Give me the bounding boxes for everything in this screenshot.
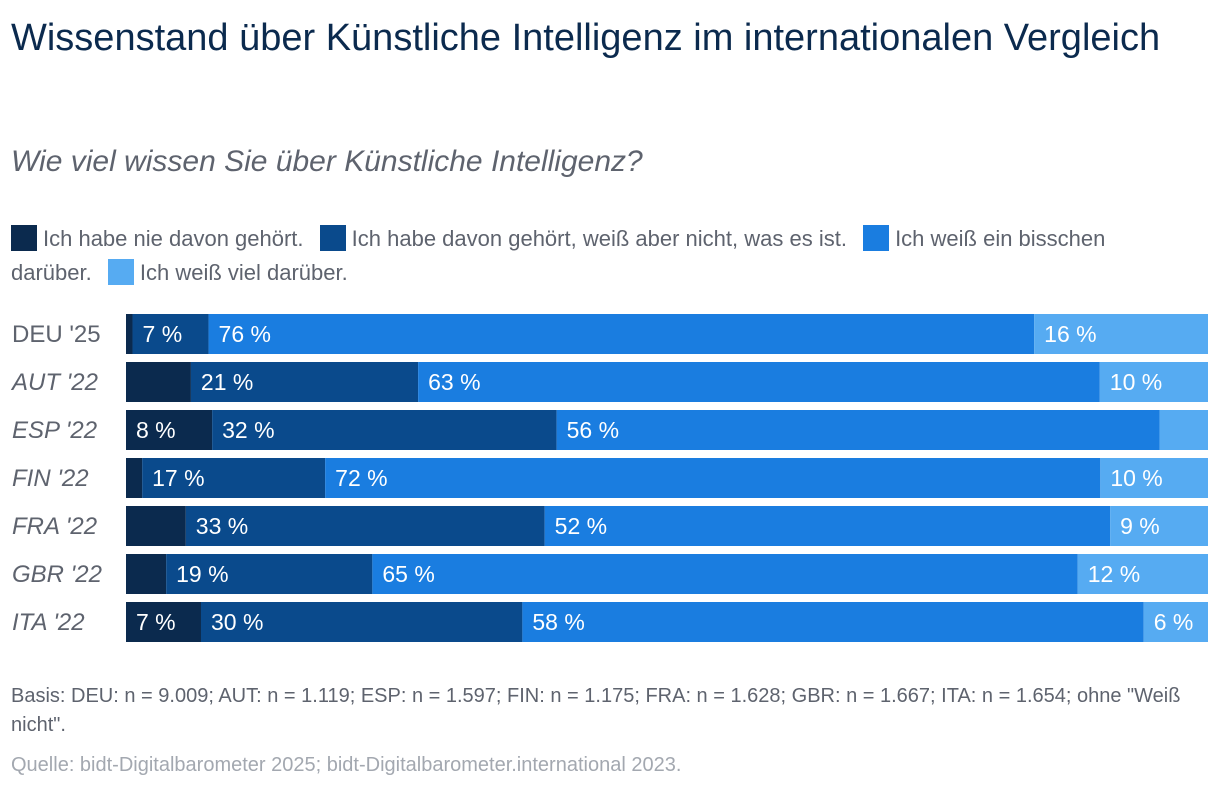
- data-label: 30 %: [211, 609, 263, 635]
- bar-segment: [212, 410, 557, 450]
- bar-segment: [126, 602, 201, 642]
- data-label: 10 %: [1110, 369, 1162, 395]
- bar-segment: [126, 314, 133, 354]
- data-label: 17 %: [152, 465, 204, 491]
- bar-segment: [126, 458, 143, 498]
- bar-segment: [1100, 458, 1208, 498]
- category-label: AUT '22: [10, 369, 98, 396]
- bar-segment: [544, 506, 1111, 546]
- bar-segment: [185, 506, 545, 546]
- data-label: 9 %: [1120, 513, 1160, 539]
- data-label: 6 %: [1154, 609, 1194, 635]
- bar-segment: [126, 362, 191, 402]
- legend-label: Ich habe nie davon gehört.: [43, 226, 304, 251]
- bar-segment: [126, 506, 186, 546]
- bar-segment: [1034, 314, 1208, 354]
- basis-note: Basis: DEU: n = 9.009; AUT: n = 1.119; E…: [11, 685, 1181, 736]
- legend-swatch: [11, 225, 37, 251]
- bar-segment: [1110, 506, 1208, 546]
- data-label: 52 %: [555, 513, 607, 539]
- bar-segment: [1077, 554, 1208, 594]
- data-label: 32 %: [222, 417, 274, 443]
- data-label: 7 %: [136, 609, 176, 635]
- bar-segment: [200, 602, 523, 642]
- data-label: 7 %: [143, 321, 183, 347]
- category-label: FRA '22: [12, 513, 97, 540]
- data-label: 65 %: [382, 561, 434, 587]
- bar-segment: [1143, 602, 1208, 642]
- bar-segment: [418, 362, 1100, 402]
- legend-label: Ich weiß ein bisschen darüber.: [11, 226, 1106, 285]
- bar-segment: [1159, 410, 1208, 450]
- bar-segment: [132, 314, 209, 354]
- bar-segment: [522, 602, 1144, 642]
- bar-segment: [142, 458, 326, 498]
- data-label: 33 %: [196, 513, 248, 539]
- data-label: 19 %: [176, 561, 228, 587]
- data-label: 56 %: [567, 417, 619, 443]
- category-label: GBR '22: [12, 561, 102, 588]
- data-label: 76 %: [219, 321, 271, 347]
- source-note: Quelle: bidt-Digitalbarometer 2025; bidt…: [11, 754, 682, 776]
- data-label: 12 %: [1088, 561, 1140, 587]
- data-label: 63 %: [428, 369, 480, 395]
- data-label: 8 %: [136, 417, 176, 443]
- bar-segment: [325, 458, 1101, 498]
- bar-segment: [208, 314, 1035, 354]
- category-label: ITA '22: [12, 609, 85, 636]
- bar-segment: [372, 554, 1078, 594]
- category-label: FIN '22: [12, 465, 89, 492]
- legend-item: Ich habe davon gehört, weiß aber nicht, …: [319, 225, 847, 251]
- chart-subtitle: Wie viel wissen Sie über Künstliche Inte…: [11, 145, 643, 178]
- bar-segment: [190, 362, 419, 402]
- data-label: 72 %: [335, 465, 387, 491]
- data-label: 16 %: [1044, 321, 1096, 347]
- data-label: 58 %: [532, 609, 584, 635]
- bar-segment: [126, 410, 213, 450]
- legend-swatch: [107, 259, 134, 285]
- stacked-bar-chart: DEU '25 7 % 76 % 16 % AUT '22 21 % 63 % 10 % ESP…: [10, 314, 1208, 642]
- legend-label: Ich weiß viel darüber.: [139, 260, 348, 285]
- bar-segment: [1099, 362, 1208, 402]
- bar-segment: [166, 554, 373, 594]
- legend-item: Ich weiß ein bisschen darüber.: [11, 225, 1106, 285]
- category-label: DEU '25: [12, 321, 101, 348]
- bar-segment: [556, 410, 1160, 450]
- legend-label: Ich habe davon gehört, weiß aber nicht, …: [351, 226, 847, 251]
- category-label: ESP '22: [12, 417, 97, 444]
- legend: Ich habe nie davon gehört. Ich habe davo…: [11, 222, 1201, 290]
- legend-item: Ich weiß viel darüber.: [107, 259, 348, 285]
- data-label: 21 %: [201, 369, 253, 395]
- chart-title: Wissenstand über Künstliche Intelligenz …: [11, 17, 1161, 59]
- legend-item: Ich habe nie davon gehört.: [11, 225, 304, 251]
- legend-swatch: [863, 225, 890, 251]
- legend-swatch: [319, 225, 346, 251]
- data-label: 10 %: [1110, 465, 1162, 491]
- bar-segment: [126, 554, 167, 594]
